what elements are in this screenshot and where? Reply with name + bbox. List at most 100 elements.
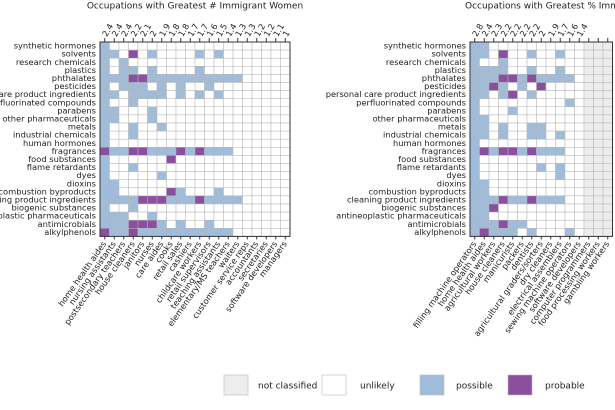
- cell: [498, 179, 509, 189]
- cell: [536, 219, 547, 229]
- cell: [602, 49, 613, 59]
- cell: [555, 147, 566, 156]
- cell: [517, 74, 528, 83]
- cell: [204, 90, 215, 99]
- cell: [185, 179, 196, 189]
- cell: [270, 203, 281, 213]
- cell: [479, 49, 490, 59]
- cell: [185, 219, 196, 229]
- cell: [232, 195, 243, 205]
- cell: [261, 74, 272, 83]
- cell: [137, 41, 148, 51]
- cell: [194, 49, 205, 59]
- cell: [232, 106, 243, 116]
- cell: [194, 228, 205, 237]
- cell: [545, 114, 556, 124]
- cell: [507, 122, 518, 132]
- cell: [517, 138, 528, 148]
- cell: [564, 41, 575, 51]
- cell: [574, 219, 585, 229]
- panel-title: Occupations with Greatest % Immigrant Wo…: [465, 2, 615, 12]
- cell: [469, 82, 480, 91]
- cell: [194, 130, 205, 140]
- cell: [261, 179, 272, 189]
- cell: [545, 74, 556, 83]
- cell: [280, 90, 291, 99]
- cell: [137, 179, 148, 189]
- cell: [99, 147, 110, 156]
- cell: [185, 228, 196, 237]
- cell: [593, 66, 604, 75]
- cell: [213, 90, 224, 99]
- cell: [109, 114, 120, 124]
- cell: [185, 106, 196, 116]
- cell: [536, 187, 547, 197]
- cell: [536, 179, 547, 189]
- cell: [583, 74, 594, 83]
- cell: [574, 147, 585, 156]
- cell: [223, 163, 234, 172]
- cell: [242, 90, 253, 99]
- cell: [109, 219, 120, 229]
- cell: [223, 130, 234, 140]
- cell: [156, 179, 167, 189]
- cell: [555, 130, 566, 140]
- cell: [498, 98, 509, 108]
- cell: [232, 57, 243, 67]
- cell: [593, 228, 604, 237]
- cell: [232, 98, 243, 108]
- cell: [526, 66, 537, 75]
- cell: [280, 211, 291, 221]
- cell: [175, 90, 186, 99]
- column-value: 2: [536, 29, 547, 39]
- cell: [118, 187, 129, 197]
- cell: [232, 90, 243, 99]
- cell: [526, 98, 537, 108]
- cell: [204, 187, 215, 197]
- cell: [118, 82, 129, 91]
- cell: [147, 114, 158, 124]
- cell: [488, 155, 499, 164]
- cell: [261, 138, 272, 148]
- cell: [507, 57, 518, 67]
- cell: [507, 179, 518, 189]
- row-label: parabens: [427, 105, 466, 115]
- cell: [593, 130, 604, 140]
- cell: [156, 90, 167, 99]
- cell: [469, 114, 480, 124]
- cell: [498, 57, 509, 67]
- cell: [147, 106, 158, 116]
- cell: [251, 179, 262, 189]
- cell: [507, 41, 518, 51]
- cell: [583, 147, 594, 156]
- cell: [156, 49, 167, 59]
- cell: [156, 155, 167, 164]
- cell: [593, 41, 604, 51]
- cell: [280, 114, 291, 124]
- cell: [479, 203, 490, 213]
- cell: [602, 98, 613, 108]
- cell: [223, 211, 234, 221]
- cell: [564, 155, 575, 164]
- cell: [583, 163, 594, 172]
- cell: [507, 82, 518, 91]
- cell: [213, 155, 224, 164]
- cell: [109, 195, 120, 205]
- cell: [469, 74, 480, 83]
- cell: [118, 211, 129, 221]
- cell: [156, 195, 167, 205]
- cell: [213, 187, 224, 197]
- cell: [280, 130, 291, 140]
- cell: [270, 90, 281, 99]
- cell: [137, 211, 148, 221]
- cell: [574, 138, 585, 148]
- cell: [99, 90, 110, 99]
- cell: [128, 90, 139, 99]
- cell: [593, 211, 604, 221]
- cell: [583, 82, 594, 91]
- cell: [555, 187, 566, 197]
- cell: [488, 122, 499, 132]
- cell: [109, 41, 120, 51]
- cell: [498, 219, 509, 229]
- cell: [204, 155, 215, 164]
